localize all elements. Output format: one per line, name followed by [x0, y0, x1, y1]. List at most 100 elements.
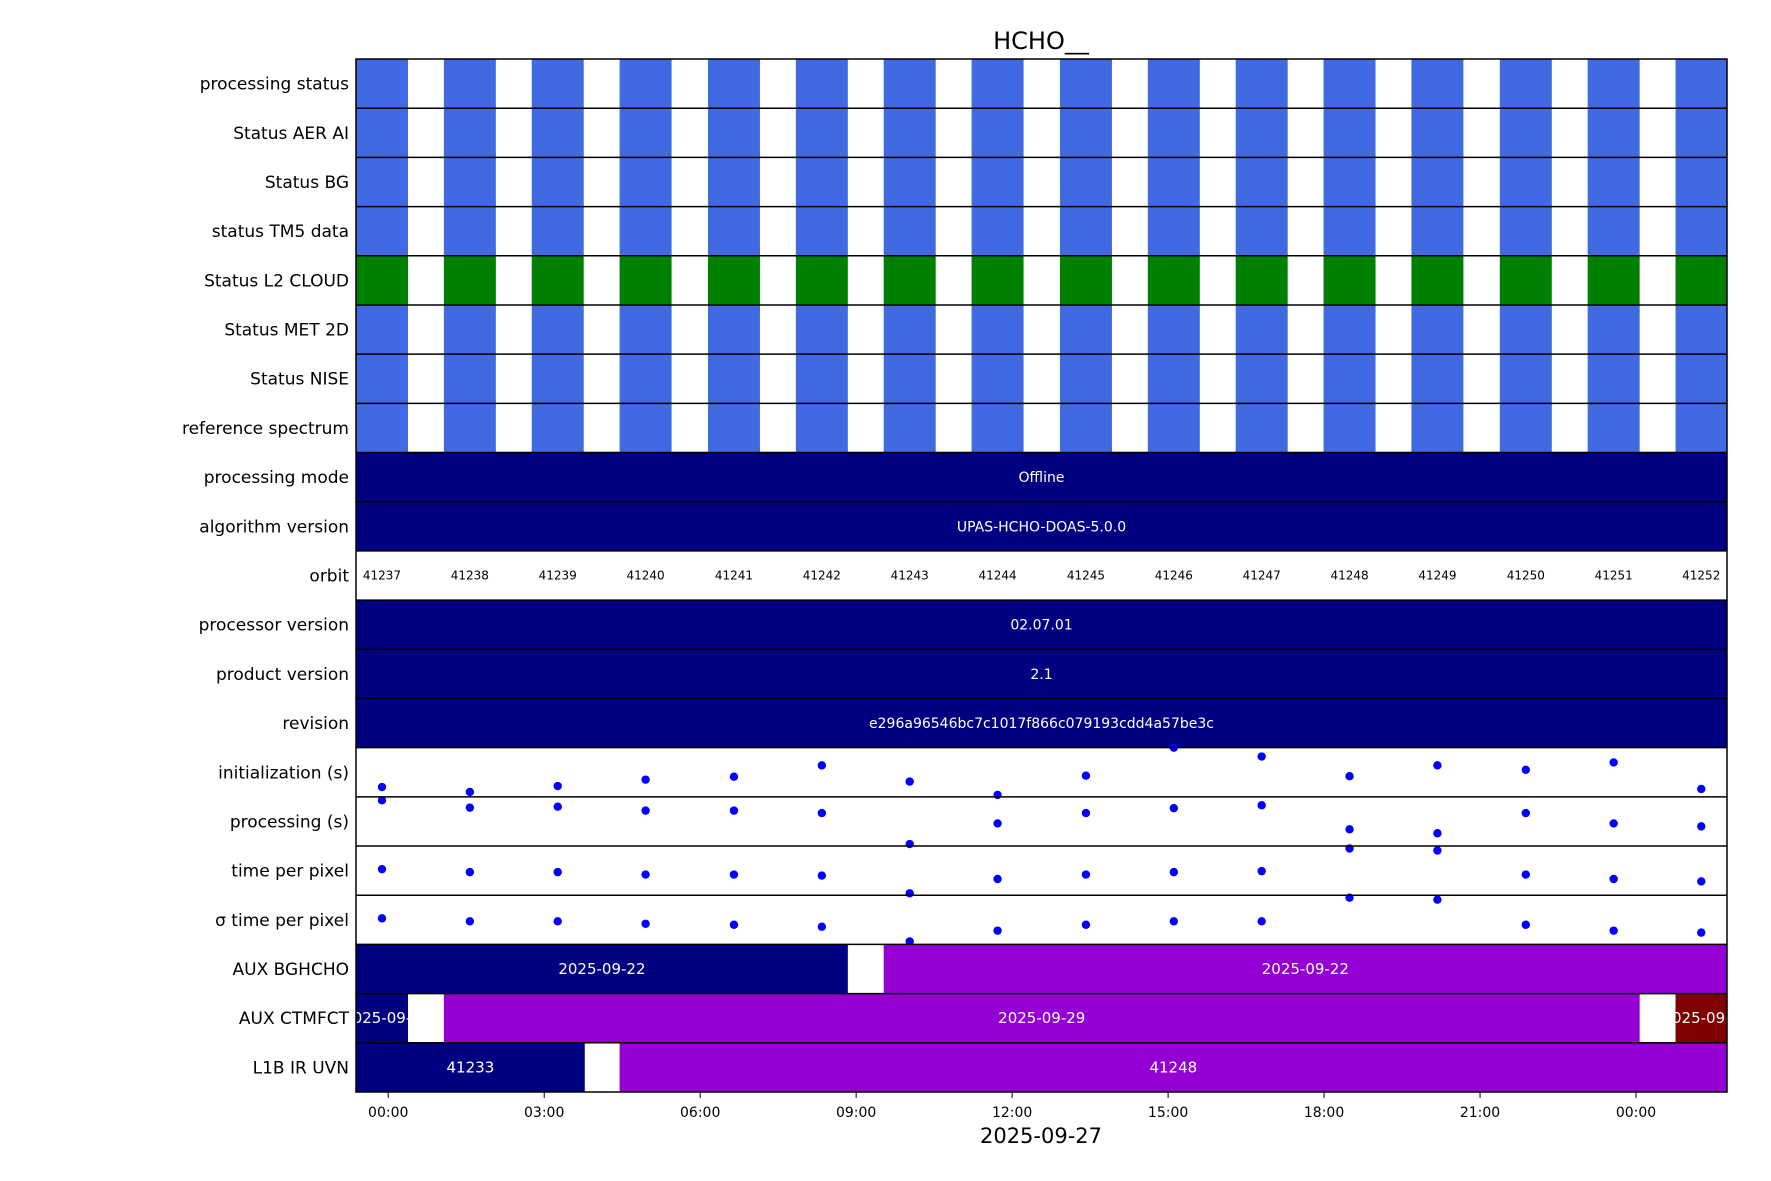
- granule-bar: [1323, 59, 1376, 109]
- granule-bar: [443, 304, 496, 355]
- row-label: reference spectrum: [182, 419, 349, 439]
- granule-bar: [619, 157, 672, 207]
- granule-bar: [1147, 206, 1200, 256]
- data-point: [1257, 917, 1266, 926]
- granule-bar: [1675, 157, 1727, 207]
- aux-segment: [356, 1042, 585, 1092]
- granule-bar: [356, 108, 408, 158]
- orbit-number: 41242: [803, 569, 841, 583]
- chart-title: HCHO__: [993, 27, 1090, 55]
- granule-bar: [1235, 206, 1288, 256]
- row-20: 41233 41248: [356, 1042, 1727, 1092]
- row-label: Status L2 CLOUD: [204, 271, 349, 291]
- row-label: AUX CTMFCT: [239, 1009, 350, 1029]
- granule-bar: [1059, 255, 1112, 305]
- data-point: [377, 914, 387, 923]
- granule-bar: [707, 354, 760, 404]
- x-axis-ticks: 00:00 03:00 06:00 09:00 12:00 15:00 18:00 21:00…: [356, 107, 1727, 1121]
- granule-bar: [795, 157, 848, 207]
- granule-bar: [1235, 157, 1288, 207]
- data-point: [377, 864, 387, 874]
- granule-bar: [356, 403, 408, 453]
- granule-bar: [1587, 157, 1640, 207]
- data-point: [1433, 761, 1442, 770]
- row-0: [356, 59, 1727, 109]
- data-point: [1081, 808, 1091, 818]
- row-4: [356, 255, 1727, 305]
- granule-bar: [1147, 157, 1200, 207]
- span-bar: [356, 600, 1727, 650]
- orbit-number: 41249: [1418, 569, 1456, 583]
- granule-bar: [795, 354, 848, 404]
- orbit-number: 41246: [1155, 569, 1193, 583]
- data-point: [1697, 822, 1706, 831]
- granule-bar: [1147, 108, 1200, 158]
- data-point: [905, 937, 914, 946]
- aux-segment: [443, 993, 1640, 1043]
- granule-bar: [883, 304, 936, 355]
- x-tick-label: 12:00: [992, 1105, 1032, 1121]
- granule-bar: [1499, 403, 1552, 453]
- orbit-number: 41237: [363, 569, 401, 583]
- data-point: [1697, 877, 1706, 886]
- aux-segment: [883, 944, 1727, 994]
- data-point: [1609, 926, 1618, 935]
- granule-bar: [707, 59, 760, 109]
- row-label: processing status: [200, 75, 349, 95]
- aux-segment-text: 2025-09-29: [998, 1009, 1085, 1027]
- granule-bar: [883, 157, 936, 207]
- row-label: initialization (s): [218, 763, 349, 783]
- granule-bar: [971, 59, 1024, 109]
- data-point: [729, 806, 739, 815]
- aux-segment-text: 41248: [1149, 1058, 1197, 1076]
- granule-bar: [1323, 255, 1376, 305]
- orbit-number: 41241: [715, 569, 753, 583]
- granule-bar: [1147, 304, 1200, 355]
- granule-bar: [1499, 304, 1552, 355]
- row-1: [356, 108, 1727, 158]
- granule-bar: [1499, 255, 1552, 305]
- granule-bar: [1323, 354, 1376, 404]
- orbit-number: 41251: [1595, 569, 1633, 583]
- granule-bar: [1675, 304, 1727, 355]
- granule-bar: [356, 157, 408, 207]
- row-label: Status NISE: [250, 370, 349, 390]
- aux-segment-text: 2025-09-3: [1662, 1009, 1740, 1027]
- granule-bar: [971, 255, 1024, 305]
- granule-bar: [1587, 108, 1640, 158]
- row-label: algorithm version: [199, 517, 349, 537]
- granule-bar: [1587, 59, 1640, 109]
- data-point: [905, 839, 914, 849]
- row-15: [377, 796, 1706, 849]
- row-label: processor version: [199, 616, 349, 636]
- granule-bar: [883, 403, 936, 453]
- granule-bar: [1235, 354, 1288, 404]
- span-bar: [356, 452, 1727, 502]
- data-point: [817, 871, 827, 880]
- granule-bar: [531, 304, 584, 355]
- granule-bar: [1587, 403, 1640, 453]
- granule-bar: [619, 304, 672, 355]
- granule-bar: [1675, 255, 1727, 305]
- granule-bar: [356, 255, 408, 305]
- span-bar: [356, 698, 1727, 748]
- row-14: [377, 743, 1706, 800]
- granule-bar: [795, 304, 848, 355]
- granule-bar: [707, 108, 760, 158]
- granule-bar: [531, 354, 584, 404]
- data-point: [1433, 846, 1442, 855]
- granule-bar: [1323, 206, 1376, 256]
- data-point: [993, 790, 1002, 800]
- granule-bar: [1675, 403, 1727, 453]
- span-text: UPAS-HCHO-DOAS-5.0.0: [957, 519, 1126, 535]
- granule-bar: [531, 59, 584, 109]
- granule-bar: [707, 304, 760, 355]
- span-text: Offline: [1019, 470, 1065, 486]
- granule-bar: [619, 59, 672, 109]
- data-point: [641, 870, 650, 879]
- row-9: UPAS-HCHO-DOAS-5.0.0: [356, 501, 1727, 551]
- orbit-number: 41245: [1067, 569, 1105, 583]
- row-label: product version: [216, 665, 349, 685]
- granule-bar: [1411, 206, 1464, 256]
